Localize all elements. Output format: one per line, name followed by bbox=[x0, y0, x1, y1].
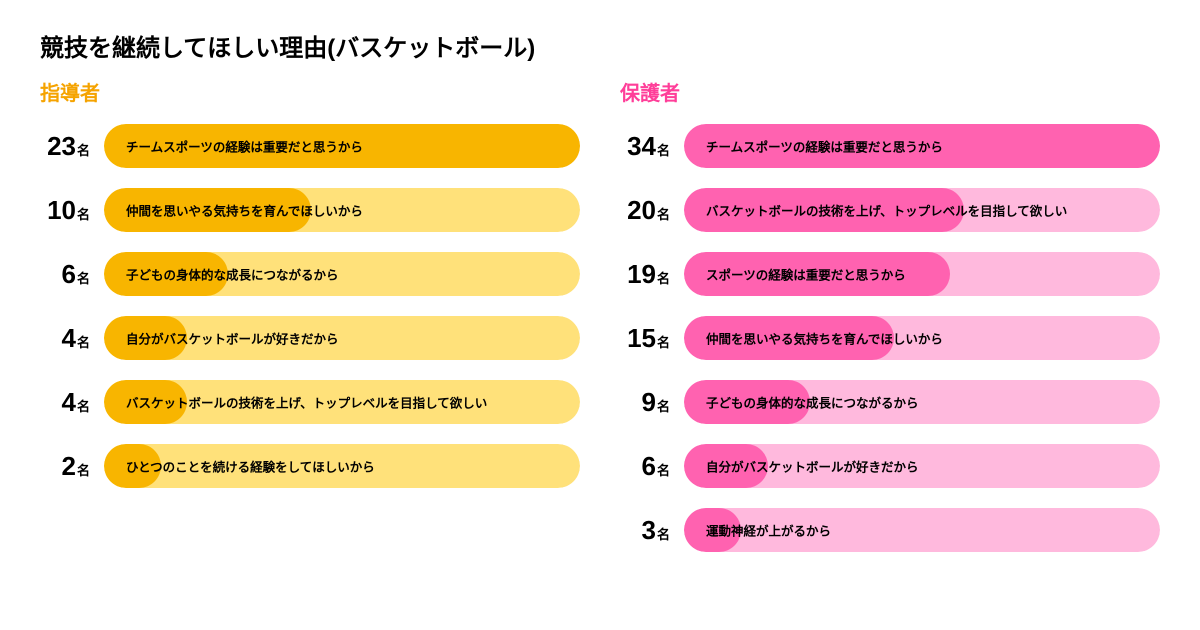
bar: スポーツの経験は重要だと思うから bbox=[684, 252, 1160, 296]
chart-columns: 指導者 23名チームスポーツの経験は重要だと思うから10名仲間を思いやる気持ちを… bbox=[40, 77, 1160, 572]
count-suffix: 名 bbox=[77, 396, 90, 415]
count-box: 3名 bbox=[620, 517, 676, 543]
bar-label: 自分がバスケットボールが好きだから bbox=[706, 457, 919, 476]
count-value: 20 bbox=[627, 197, 656, 223]
count-box: 15名 bbox=[620, 325, 676, 351]
bar-label: スポーツの経験は重要だと思うから bbox=[706, 265, 906, 284]
count-suffix: 名 bbox=[657, 268, 670, 287]
count-box: 2名 bbox=[40, 453, 96, 479]
count-value: 6 bbox=[642, 453, 656, 479]
bar: 運動神経が上がるから bbox=[684, 508, 1160, 552]
bar: チームスポーツの経験は重要だと思うから bbox=[104, 124, 580, 168]
count-box: 20名 bbox=[620, 197, 676, 223]
bar-row: 20名 バスケットボールの技術を上げ、トップレベルを目指して欲しい bbox=[620, 188, 1160, 232]
count-suffix: 名 bbox=[77, 268, 90, 287]
count-value: 23 bbox=[47, 133, 76, 159]
count-box: 10名 bbox=[40, 197, 96, 223]
bar: 子どもの身体的な成長につながるから bbox=[104, 252, 580, 296]
bar: チームスポーツの経験は重要だと思うから bbox=[684, 124, 1160, 168]
count-suffix: 名 bbox=[77, 204, 90, 223]
count-box: 6名 bbox=[620, 453, 676, 479]
bar-label: バスケットボールの技術を上げ、トップレベルを目指して欲しい bbox=[126, 393, 487, 412]
count-suffix: 名 bbox=[77, 460, 90, 479]
bar-label: 運動神経が上がるから bbox=[706, 521, 831, 540]
bar-row: 23名 チームスポーツの経験は重要だと思うから bbox=[40, 124, 580, 168]
count-value: 2 bbox=[62, 453, 76, 479]
count-suffix: 名 bbox=[657, 332, 670, 351]
left-bar-list: 23名チームスポーツの経験は重要だと思うから10名仲間を思いやる気持ちを育んでほ… bbox=[40, 124, 580, 488]
bar-row: 2名 ひとつのことを続ける経験をしてほしいから bbox=[40, 444, 580, 488]
left-column: 指導者 23名チームスポーツの経験は重要だと思うから10名仲間を思いやる気持ちを… bbox=[40, 77, 580, 572]
bar-label: 仲間を思いやる気持ちを育んでほしいから bbox=[706, 329, 943, 348]
count-box: 6名 bbox=[40, 261, 96, 287]
bar-row: 4名 バスケットボールの技術を上げ、トップレベルを目指して欲しい bbox=[40, 380, 580, 424]
bar-row: 6名 子どもの身体的な成長につながるから bbox=[40, 252, 580, 296]
bar: バスケットボールの技術を上げ、トップレベルを目指して欲しい bbox=[104, 380, 580, 424]
count-suffix: 名 bbox=[657, 396, 670, 415]
bar-label: 仲間を思いやる気持ちを育んでほしいから bbox=[126, 201, 363, 220]
count-value: 19 bbox=[627, 261, 656, 287]
count-value: 34 bbox=[627, 133, 656, 159]
bar-row: 6名 自分がバスケットボールが好きだから bbox=[620, 444, 1160, 488]
bar-label: 自分がバスケットボールが好きだから bbox=[126, 329, 339, 348]
count-box: 23名 bbox=[40, 133, 96, 159]
bar-row: 4名 自分がバスケットボールが好きだから bbox=[40, 316, 580, 360]
bar: ひとつのことを続ける経験をしてほしいから bbox=[104, 444, 580, 488]
count-value: 4 bbox=[62, 389, 76, 415]
count-suffix: 名 bbox=[657, 140, 670, 159]
bar: 自分がバスケットボールが好きだから bbox=[104, 316, 580, 360]
count-box: 19名 bbox=[620, 261, 676, 287]
bar-row: 34名 チームスポーツの経験は重要だと思うから bbox=[620, 124, 1160, 168]
bar-label: バスケットボールの技術を上げ、トップレベルを目指して欲しい bbox=[706, 201, 1067, 220]
count-suffix: 名 bbox=[657, 524, 670, 543]
left-column-title: 指導者 bbox=[40, 77, 580, 106]
count-suffix: 名 bbox=[657, 460, 670, 479]
bar-row: 9名 子どもの身体的な成長につながるから bbox=[620, 380, 1160, 424]
bar-row: 15名 仲間を思いやる気持ちを育んでほしいから bbox=[620, 316, 1160, 360]
bar: 子どもの身体的な成長につながるから bbox=[684, 380, 1160, 424]
bar-row: 3名 運動神経が上がるから bbox=[620, 508, 1160, 552]
count-box: 34名 bbox=[620, 133, 676, 159]
count-value: 6 bbox=[62, 261, 76, 287]
right-column-title: 保護者 bbox=[620, 77, 1160, 106]
bar-label: チームスポーツの経験は重要だと思うから bbox=[126, 137, 363, 156]
count-box: 9名 bbox=[620, 389, 676, 415]
count-box: 4名 bbox=[40, 389, 96, 415]
bar-row: 19名 スポーツの経験は重要だと思うから bbox=[620, 252, 1160, 296]
count-suffix: 名 bbox=[657, 204, 670, 223]
count-value: 10 bbox=[47, 197, 76, 223]
count-value: 3 bbox=[642, 517, 656, 543]
count-value: 15 bbox=[627, 325, 656, 351]
page-title: 競技を継続してほしい理由(バスケットボール) bbox=[40, 28, 1160, 63]
bar-label: ひとつのことを続ける経験をしてほしいから bbox=[126, 457, 375, 476]
count-value: 9 bbox=[642, 389, 656, 415]
bar: 仲間を思いやる気持ちを育んでほしいから bbox=[684, 316, 1160, 360]
right-bar-list: 34名チームスポーツの経験は重要だと思うから20名バスケットボールの技術を上げ、… bbox=[620, 124, 1160, 552]
bar: 仲間を思いやる気持ちを育んでほしいから bbox=[104, 188, 580, 232]
bar: 自分がバスケットボールが好きだから bbox=[684, 444, 1160, 488]
count-box: 4名 bbox=[40, 325, 96, 351]
right-column: 保護者 34名チームスポーツの経験は重要だと思うから20名バスケットボールの技術… bbox=[620, 77, 1160, 572]
bar: バスケットボールの技術を上げ、トップレベルを目指して欲しい bbox=[684, 188, 1160, 232]
bar-label: 子どもの身体的な成長につながるから bbox=[126, 265, 339, 284]
bar-label: チームスポーツの経験は重要だと思うから bbox=[706, 137, 943, 156]
bar-row: 10名 仲間を思いやる気持ちを育んでほしいから bbox=[40, 188, 580, 232]
count-value: 4 bbox=[62, 325, 76, 351]
count-suffix: 名 bbox=[77, 332, 90, 351]
count-suffix: 名 bbox=[77, 140, 90, 159]
bar-label: 子どもの身体的な成長につながるから bbox=[706, 393, 919, 412]
